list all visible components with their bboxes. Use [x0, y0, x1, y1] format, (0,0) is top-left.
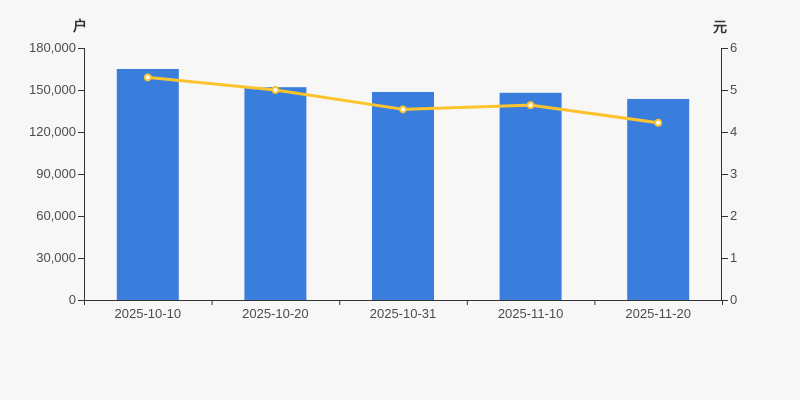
right-axis-tick-label: 1 [730, 250, 738, 265]
x-axis-category-label: 2025-10-31 [369, 306, 437, 321]
left-axis-tick-label: 60,000 [36, 208, 76, 223]
line-point[interactable] [654, 118, 663, 127]
bar[interactable] [499, 92, 562, 300]
line-point[interactable] [399, 105, 407, 114]
x-axis-category-label: 2025-11-10 [497, 306, 564, 321]
right-axis-tick-label: 4 [730, 124, 738, 139]
left-axis-tick-label: 180,000 [29, 40, 76, 55]
bar[interactable] [244, 87, 307, 300]
x-axis-category-label: 2025-10-20 [242, 306, 309, 321]
line-point[interactable] [143, 73, 152, 82]
x-axis-category-label: 2025-11-20 [625, 306, 691, 321]
bar[interactable] [372, 91, 434, 301]
right-axis-tick-label: 5 [730, 82, 738, 97]
left-axis-tick-label: 30,000 [36, 250, 76, 265]
left-axis-unit-label: 户 [73, 18, 87, 34]
left-axis-tick-label: 0 [68, 292, 76, 307]
left-axis-tick-label: 90,000 [36, 166, 76, 181]
bar[interactable] [627, 98, 690, 301]
line-point[interactable] [271, 86, 280, 94]
right-axis-tick-label: 6 [730, 40, 738, 55]
right-axis-tick-label: 0 [730, 292, 738, 307]
right-axis-tick-label: 3 [730, 166, 738, 181]
line-point[interactable] [526, 101, 535, 110]
left-axis-tick-label: 150,000 [29, 82, 76, 97]
left-axis-tick-label: 120,000 [29, 124, 76, 139]
bar[interactable] [116, 69, 179, 300]
right-axis-tick-label: 2 [730, 208, 738, 223]
right-axis-unit-label: 元 [713, 19, 727, 35]
x-axis-category-label: 2025-10-10 [114, 306, 182, 321]
